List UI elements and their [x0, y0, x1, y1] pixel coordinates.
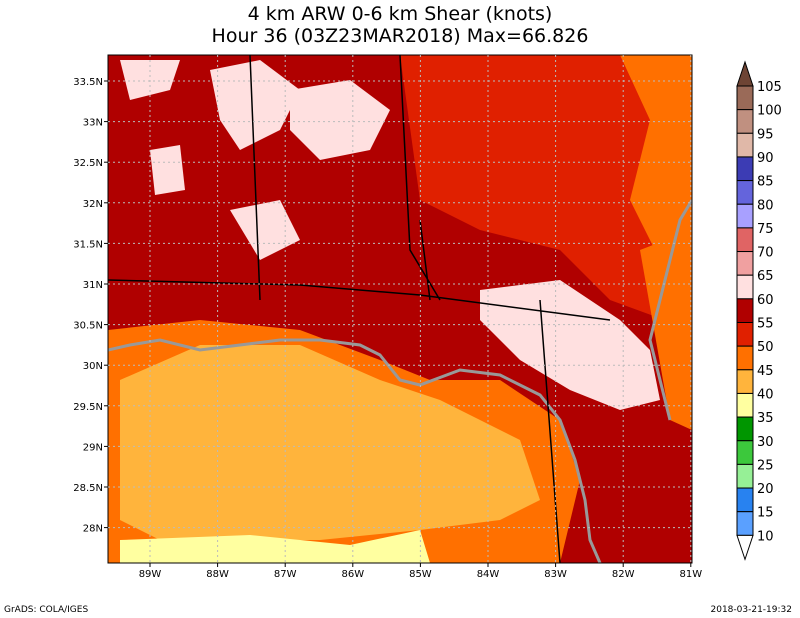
colorbar-box — [736, 180, 754, 205]
colorbar-box — [736, 274, 754, 300]
lon-label: 84W — [477, 569, 500, 580]
footer-left: GrADS: COLA/IGES — [4, 605, 88, 615]
colorbar-label: 75 — [757, 222, 774, 237]
lon-label: 89W — [139, 569, 162, 580]
colorbar-label: 30 — [757, 435, 774, 450]
lat-label: 28.5N — [73, 483, 103, 494]
colorbar-label: 35 — [757, 411, 774, 426]
colorbar-box — [736, 416, 754, 442]
lon-label: 81W — [679, 569, 702, 580]
lat-label: 32.5N — [73, 158, 103, 169]
lat-label: 31N — [83, 280, 103, 291]
lon-label: 82W — [612, 569, 635, 580]
lon-label: 87W — [274, 569, 297, 580]
colorbar-box — [736, 298, 754, 324]
lon-label: 86W — [341, 569, 364, 580]
colorbar-box — [736, 392, 754, 418]
lat-label: 33.5N — [73, 77, 103, 88]
colorbar-label: 55 — [757, 317, 774, 332]
lat-label: 29N — [83, 442, 103, 453]
colorbar-box — [736, 85, 754, 111]
colorbar-label: 90 — [757, 151, 774, 166]
lat-label: 28N — [83, 524, 103, 535]
colorbar-label: 50 — [757, 340, 774, 355]
colorbar-box — [736, 251, 754, 276]
colorbar-label: 100 — [757, 104, 782, 119]
colorbar-box — [736, 487, 754, 513]
colorbar-box — [736, 463, 754, 489]
colorbar-box — [736, 109, 754, 134]
colorbar-box — [736, 203, 754, 229]
colorbar-label: 95 — [757, 127, 774, 142]
colorbar-box — [736, 369, 754, 394]
colorbar-box — [736, 132, 754, 158]
colorbar-label: 85 — [757, 175, 774, 190]
colorbar-label: 60 — [757, 293, 774, 308]
colorbar-box — [736, 440, 754, 465]
colorbar-box — [736, 227, 754, 253]
lat-label: 33N — [83, 118, 103, 129]
colorbar-cap — [736, 534, 754, 561]
lat-label: 32N — [83, 199, 103, 210]
map — [107, 54, 693, 564]
colorbar-box — [736, 322, 754, 347]
colorbar-label: 80 — [757, 198, 774, 213]
colorbar-label: 65 — [757, 269, 774, 284]
lon-label: 85W — [409, 569, 432, 580]
lat-label: 29.5N — [73, 402, 103, 413]
lon-label: 83W — [544, 569, 567, 580]
colorbar: 105 100 95 90 85 80 75 70 65 60 55 50 45 40 35 30 25 20 15… — [736, 60, 782, 561]
colorbar-label: 20 — [757, 482, 774, 497]
lat-label: 31.5N — [73, 239, 103, 250]
colorbar-label: 45 — [757, 364, 774, 379]
title-line: 4 km ARW 0-6 km Shear (knots) — [248, 3, 553, 25]
colorbar-label: 40 — [757, 387, 774, 402]
colorbar-label: 15 — [757, 506, 774, 521]
colorbar-box — [736, 345, 754, 371]
colorbar-label: 105 — [757, 80, 782, 95]
lat-label: 30.5N — [73, 321, 103, 332]
colorbar-box — [736, 511, 754, 536]
colorbar-label: 70 — [757, 246, 774, 261]
title-line: Hour 36 (03Z23MAR2018) Max=66.826 — [212, 25, 589, 47]
colorbar-label: 10 — [757, 529, 774, 544]
lon-label: 88W — [206, 569, 229, 580]
lat-label: 30N — [83, 361, 103, 372]
colorbar-label: 25 — [757, 458, 774, 473]
colorbar-box — [736, 156, 754, 182]
footer-right: 2018-03-21-19:32 — [711, 605, 793, 615]
colorbar-cap — [736, 60, 754, 87]
